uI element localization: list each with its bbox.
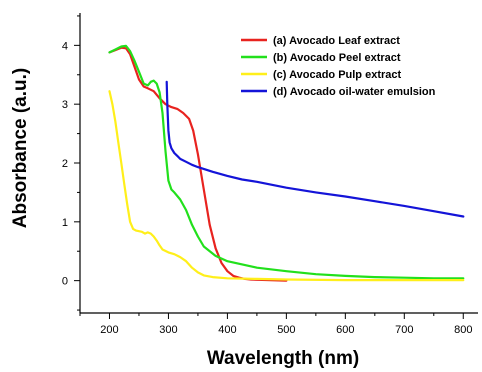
- legend-label-d: (d) Avocado oil-water emulsion: [273, 86, 436, 98]
- y-tick-label-4: 4: [62, 40, 68, 52]
- x-tick-label-800: 800: [454, 324, 472, 336]
- legend-label-c: (c) Avocado Pulp extract: [273, 69, 401, 81]
- y-tick-label-1: 1: [62, 217, 68, 229]
- legend: (a) Avocado Leaf extract (b) Avocado Peel…: [241, 35, 436, 98]
- legend-label-a: (a) Avocado Leaf extract: [273, 35, 400, 47]
- x-tick-label-600: 600: [336, 324, 354, 336]
- x-tick-label-500: 500: [277, 324, 295, 336]
- series-line-b: [108, 44, 465, 280]
- y-tick-label-0: 0: [62, 276, 68, 288]
- series-curves: [108, 44, 465, 282]
- x-tick-label-700: 700: [395, 324, 413, 336]
- x-tick-label-300: 300: [159, 324, 177, 336]
- series-line-c: [108, 90, 465, 282]
- series-line-d: [165, 80, 465, 218]
- y-tick-label-2: 2: [62, 158, 68, 170]
- y-tick-label-3: 3: [62, 99, 68, 111]
- y-axis-title: Absorbance (a.u.): [10, 68, 31, 228]
- x-axis-title: Wavelength (nm): [207, 348, 359, 369]
- x-tick-label-200: 200: [100, 324, 118, 336]
- x-tick-label-400: 400: [218, 324, 236, 336]
- series-line-a: [108, 46, 288, 282]
- axis-ticks: 200 300 400 500 600 700 800 0 1 2 3 4: [62, 15, 472, 336]
- legend-label-b: (b) Avocado Peel extract: [273, 52, 401, 64]
